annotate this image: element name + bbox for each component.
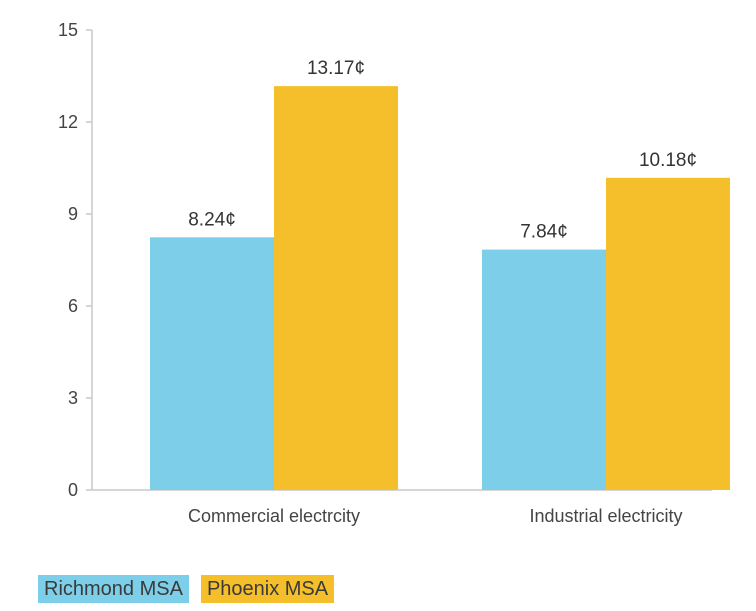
legend-item-richmond-msa: Richmond MSA	[38, 575, 189, 603]
y-tick-label: 9	[68, 204, 78, 224]
y-tick-label: 6	[68, 296, 78, 316]
y-tick-label: 3	[68, 388, 78, 408]
bars	[150, 86, 730, 491]
data-label: 8.24¢	[188, 209, 236, 230]
y-tick-label: 15	[58, 20, 78, 40]
bar-richmond-1	[482, 249, 606, 490]
y-axis: 0 3 6 9 12 15	[58, 20, 93, 500]
x-category-label: Commercial electrcity	[188, 506, 360, 526]
y-tick-label: 0	[68, 480, 78, 500]
legend-item-phoenix-msa: Phoenix MSA	[200, 575, 335, 603]
bar-phoenix-1	[606, 177, 730, 490]
bar-phoenix-0	[274, 86, 398, 491]
x-axis: Commercial electrcity Industrial electric…	[92, 489, 712, 526]
y-tick-label: 12	[58, 112, 78, 132]
data-label: 7.84¢	[520, 222, 568, 243]
data-labels: 8.24¢ 7.84¢ 13.17¢ 10.18¢	[188, 58, 697, 242]
legend: Richmond MSA Phoenix MSA	[38, 575, 335, 603]
x-category-label: Industrial electricity	[529, 506, 682, 526]
data-label: 13.17¢	[307, 58, 365, 79]
data-label: 10.18¢	[639, 150, 697, 171]
bar-richmond-0	[150, 237, 274, 490]
